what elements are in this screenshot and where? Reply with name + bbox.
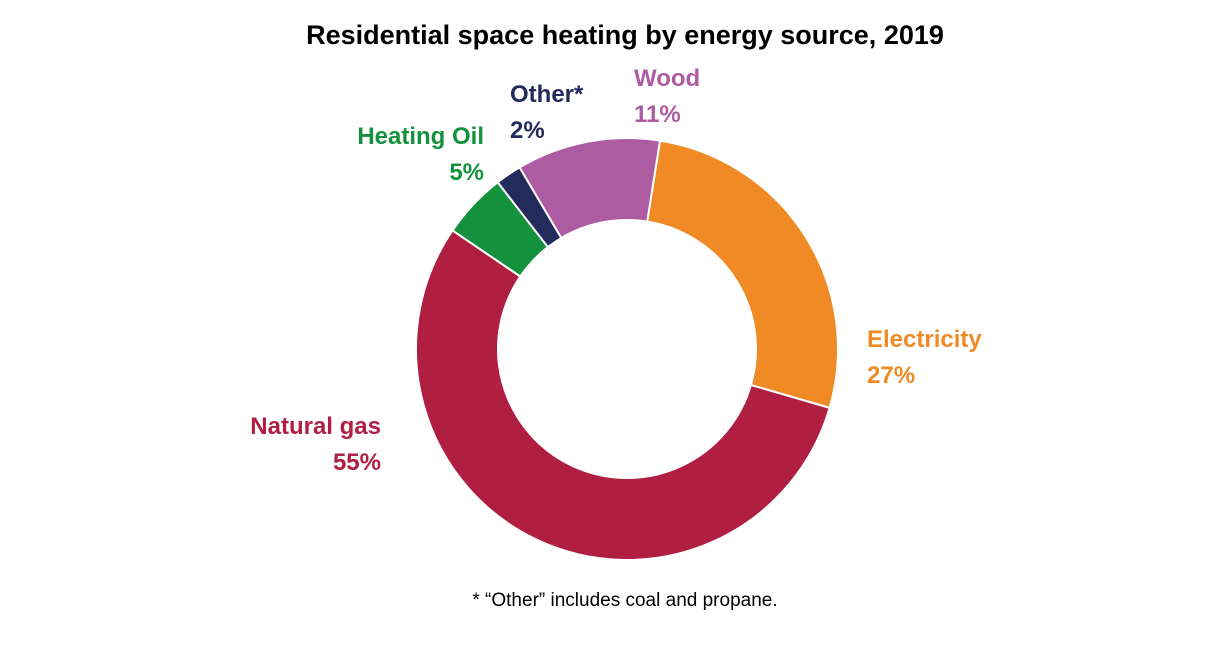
slice-wood bbox=[518, 137, 662, 240]
label-wood: Wood 11% bbox=[634, 61, 700, 133]
label-natural-gas-value: 55% bbox=[332, 449, 381, 476]
label-natural-gas-name: Natural gas bbox=[250, 413, 381, 440]
label-wood-value: 11% bbox=[634, 101, 681, 128]
label-other: Other* 2% bbox=[510, 77, 583, 149]
label-heating-oil: Heating Oil 5% bbox=[284, 119, 484, 191]
label-other-name: Other* bbox=[510, 81, 584, 108]
label-heating-oil-name: Heating Oil bbox=[357, 123, 484, 150]
label-natural-gas: Natural gas 55% bbox=[181, 409, 381, 481]
footnote: * “Other” includes coal and propane. bbox=[472, 590, 778, 611]
label-heating-oil-value: 5% bbox=[449, 159, 484, 186]
slice-electricity bbox=[646, 139, 839, 410]
label-electricity: Electricity 27% bbox=[867, 322, 982, 394]
label-electricity-name: Electricity bbox=[867, 326, 982, 353]
label-other-value: 2% bbox=[510, 117, 545, 144]
label-wood-name: Wood bbox=[634, 65, 701, 92]
slice-natural-gas bbox=[415, 229, 831, 561]
chart-title: Residential space heating by energy sour… bbox=[306, 20, 944, 50]
label-electricity-value: 27% bbox=[867, 362, 916, 389]
